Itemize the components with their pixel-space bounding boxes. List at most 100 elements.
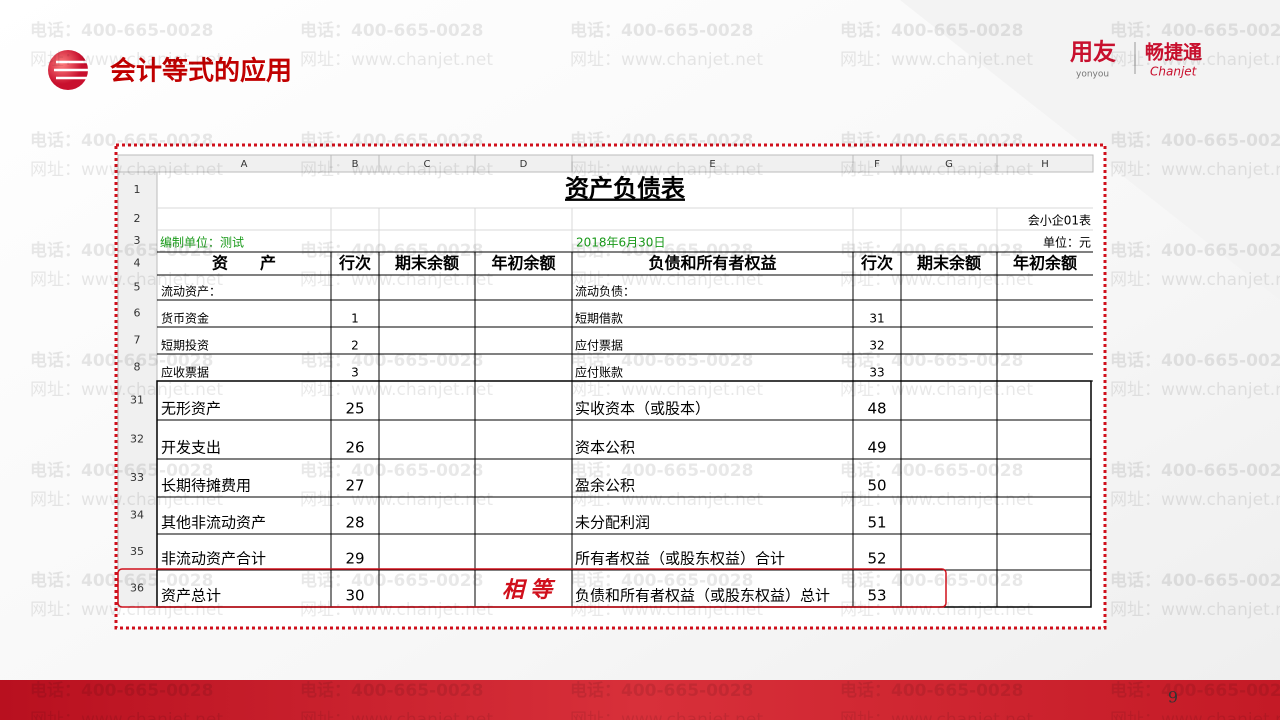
watermark-url: 网址：www.chanjet.net (840, 50, 1033, 70)
watermark-phone: 电话：400-665-0028 (840, 130, 1023, 151)
row-number: 33 (130, 471, 144, 484)
watermark-phone: 电话：400-665-0028 (840, 680, 1023, 701)
sheet-title: 资产负债表 (565, 174, 686, 203)
liability-name: 盈余公积 (575, 477, 635, 495)
asset-line-no: 1 (351, 312, 359, 326)
watermark-phone: 电话：400-665-0028 (1110, 350, 1280, 371)
asset-name: 货币资金 (161, 311, 209, 326)
watermark-url: 网址：www.chanjet.net (1110, 50, 1280, 70)
column-letter: H (1041, 159, 1049, 170)
liability-line-no: 31 (869, 312, 884, 326)
watermark-url: 网址：www.chanjet.net (300, 270, 493, 290)
liability-name: 短期借款 (575, 312, 623, 326)
row-number: 8 (134, 361, 141, 374)
watermark-phone: 电话：400-665-0028 (300, 680, 483, 701)
column-heading: 期末余额 (395, 254, 459, 273)
watermark-url: 网址：www.chanjet.net (300, 50, 493, 70)
logo-stripes (54, 60, 88, 80)
watermark-phone: 电话：400-665-0028 (30, 350, 213, 371)
column-heading: 年初余额 (491, 254, 555, 273)
watermark-phone: 电话：400-665-0028 (300, 350, 483, 371)
row-number: 34 (130, 509, 144, 522)
logo-brand-sub: yonyou (1076, 70, 1109, 80)
watermark-url: 网址：www.chanjet.net (1110, 380, 1280, 400)
watermark-url: 网址：www.chanjet.net (30, 50, 223, 70)
watermark-url: 网址：www.chanjet.net (1110, 710, 1280, 720)
watermark-url: 网址：www.chanjet.net (30, 380, 223, 400)
watermark-url: 网址：www.chanjet.net (840, 160, 1033, 180)
liability-name: 应付票据 (575, 338, 623, 353)
watermark-phone: 电话：400-665-0028 (1110, 20, 1280, 41)
watermark-url: 网址：www.chanjet.net (840, 710, 1033, 720)
column-letter: G (945, 159, 953, 170)
watermark-phone: 电话：400-665-0028 (300, 570, 483, 591)
row-number: 4 (134, 257, 141, 270)
watermark-url: 网址：www.chanjet.net (570, 490, 763, 510)
annotation: 相等 (502, 577, 558, 603)
watermark-phone: 电话：400-665-0028 (570, 680, 753, 701)
watermark-phone: 电话：400-665-0028 (30, 20, 213, 41)
watermark-phone: 电话：400-665-0028 (840, 570, 1023, 591)
form-number: 会小企01表 (1028, 213, 1091, 228)
watermark-url: 网址：www.chanjet.net (30, 600, 223, 620)
liability-name: 应付账款 (575, 365, 623, 380)
watermark-phone: 电话：400-665-0028 (30, 130, 213, 151)
asset-name: 资产总计 (161, 587, 221, 605)
liability-name: 所有者权益（或股东权益）合计 (575, 550, 785, 568)
watermark-url: 网址：www.chanjet.net (300, 710, 493, 720)
asset-name: 应收票据 (161, 365, 209, 380)
watermark-url: 网址：www.chanjet.net (570, 380, 763, 400)
watermark-phone: 电话：400-665-0028 (300, 240, 483, 261)
logo-brand: 用友 (1070, 40, 1116, 66)
row-number: 6 (134, 307, 141, 320)
watermark-phone: 电话：400-665-0028 (30, 570, 213, 591)
watermark-phone: 电话：400-665-0028 (300, 130, 483, 151)
watermark-url: 网址：www.chanjet.net (30, 270, 223, 290)
watermark-phone: 电话：400-665-0028 (570, 570, 753, 591)
logo-product: 畅捷通 (1145, 41, 1203, 64)
watermark-phone: 电话：400-665-0028 (1110, 460, 1280, 481)
watermark-url: 网址：www.chanjet.net (300, 600, 493, 620)
watermark-url: 网址：www.chanjet.net (300, 380, 493, 400)
watermark-url: 网址：www.chanjet.net (30, 490, 223, 510)
watermark-url: 网址：www.chanjet.net (300, 490, 493, 510)
row-number: 36 (130, 582, 144, 595)
watermark-url: 网址：www.chanjet.net (570, 270, 763, 290)
liability-name: 实收资本（或股本） (575, 400, 710, 418)
column-heading: 期末余额 (917, 254, 981, 273)
watermark-phone: 电话：400-665-0028 (840, 240, 1023, 261)
liability-line-no: 49 (867, 439, 886, 457)
watermark-phone: 电话：400-665-0028 (840, 460, 1023, 481)
watermark-phone: 电话：400-665-0028 (570, 350, 753, 371)
row-number: 35 (130, 545, 144, 558)
row-number: 32 (130, 433, 144, 446)
row-number: 5 (134, 281, 141, 294)
watermark-phone: 电话：400-665-0028 (570, 460, 753, 481)
asset-name: 流动资产： (161, 285, 221, 299)
column-letter: B (352, 159, 359, 170)
company: 编制单位：测试 (160, 235, 244, 250)
asset-name: 非流动资产合计 (161, 550, 266, 568)
watermark-url: 网址：www.chanjet.net (840, 490, 1033, 510)
column-letter: D (520, 159, 528, 170)
watermark-url: 网址：www.chanjet.net (570, 600, 763, 620)
watermark-url: 网址：www.chanjet.net (570, 50, 763, 70)
column-heading: 负债和所有者权益 (648, 254, 776, 273)
watermark-url: 网址：www.chanjet.net (300, 160, 493, 180)
page-number: 9 (1168, 688, 1178, 707)
liability-line-no: 48 (867, 400, 886, 418)
asset-line-no: 3 (351, 366, 359, 380)
watermark-phone: 电话：400-665-0028 (1110, 130, 1280, 151)
asset-line-no: 30 (345, 587, 364, 605)
asset-name: 开发支出 (161, 439, 221, 457)
liability-line-no: 32 (869, 339, 884, 353)
liability-name: 未分配利润 (575, 514, 650, 532)
watermark-phone: 电话：400-665-0028 (570, 240, 753, 261)
asset-name: 长期待摊费用 (161, 477, 251, 495)
liability-line-no: 52 (867, 550, 886, 568)
logo-product-sub: Chanjet (1150, 65, 1198, 79)
watermark-url: 网址：www.chanjet.net (1110, 270, 1280, 290)
watermark-phone: 电话：400-665-0028 (30, 460, 213, 481)
highlight-frame (114, 143, 1107, 630)
